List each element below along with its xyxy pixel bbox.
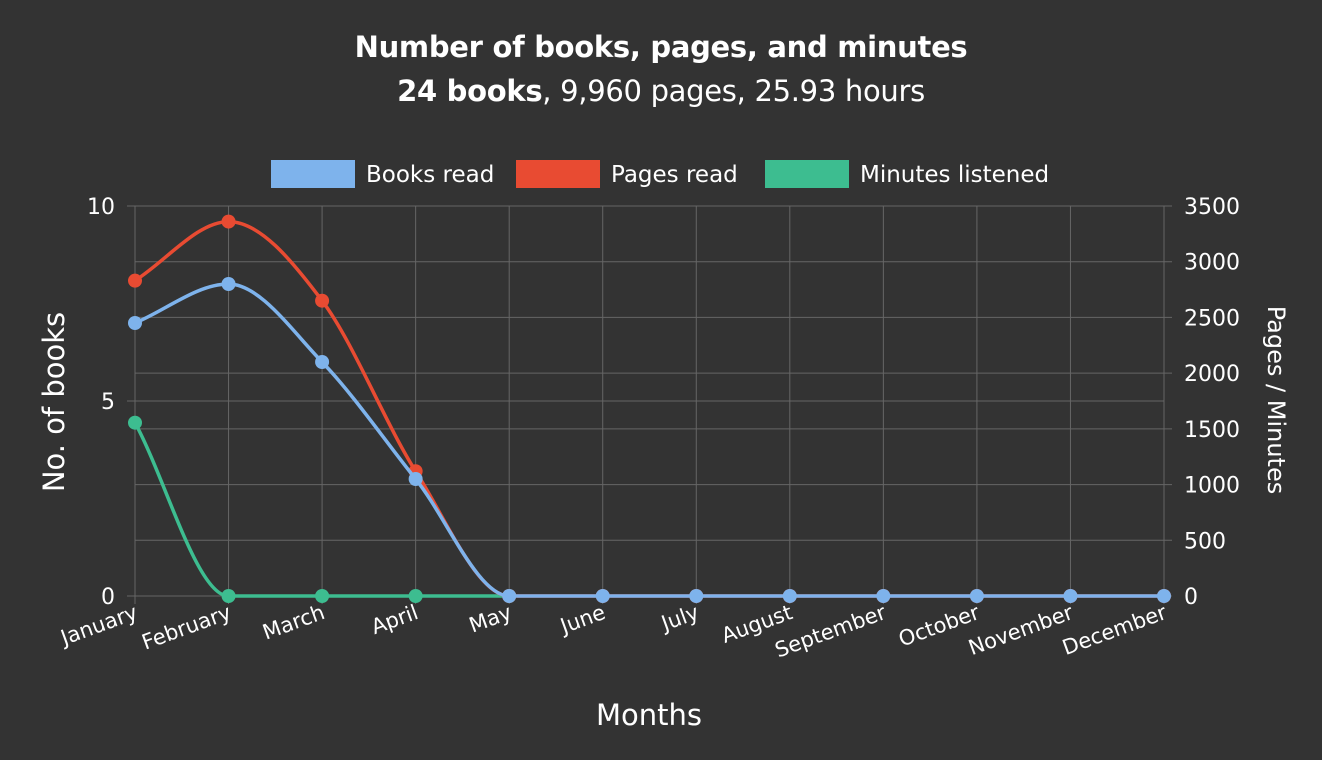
y-right-tick-label: 500 bbox=[1184, 529, 1226, 554]
x-tick-label: July bbox=[656, 600, 702, 636]
y-right-tick-label: 2000 bbox=[1184, 362, 1240, 387]
y-right-tick-label: 1000 bbox=[1184, 474, 1240, 499]
x-tick-label: April bbox=[368, 600, 421, 639]
y-axis-right-title: Pages / Minutes bbox=[1262, 306, 1290, 494]
series-line-books-read bbox=[134, 282, 1164, 598]
legend-swatch bbox=[765, 160, 849, 188]
legend-item-pages-read: Pages read bbox=[516, 160, 738, 188]
data-point-books-read bbox=[408, 472, 423, 486]
series-pages-read bbox=[128, 214, 1171, 603]
data-point-books-read bbox=[221, 277, 236, 291]
data-point-pages-read bbox=[315, 293, 330, 308]
x-tick-label: December bbox=[1059, 600, 1170, 660]
data-point-books-read bbox=[1157, 589, 1171, 603]
legend-swatch bbox=[271, 160, 355, 188]
series-minutes-listened bbox=[128, 415, 517, 603]
legend-label: Books read bbox=[366, 162, 494, 188]
y-right-tick-label: 1500 bbox=[1184, 418, 1240, 443]
legend-item-minutes-listened: Minutes listened bbox=[765, 160, 1049, 188]
legend-swatch bbox=[516, 160, 600, 188]
legend-item-books-read: Books read bbox=[271, 160, 494, 188]
data-point-pages-read bbox=[221, 214, 236, 229]
data-point-minutes-listened bbox=[221, 589, 236, 603]
data-point-books-read bbox=[876, 589, 891, 603]
x-tick-label: January bbox=[56, 600, 141, 650]
x-tick-label: March bbox=[259, 600, 327, 644]
chart-subtitle: 24 books, 9,960 pages, 25.93 hours bbox=[0, 74, 1322, 108]
x-tick-label: June bbox=[555, 600, 608, 639]
legend-label: Minutes listened bbox=[860, 162, 1049, 188]
data-point-books-read bbox=[595, 589, 610, 603]
subtitle-books: 24 books bbox=[397, 74, 543, 108]
data-point-books-read bbox=[969, 589, 984, 603]
y-left-tick-label: 5 bbox=[101, 390, 115, 415]
y-right-tick-label: 0 bbox=[1184, 585, 1198, 610]
title-block: Number of books, pages, and minutes 24 b… bbox=[0, 30, 1322, 108]
data-point-books-read bbox=[1063, 589, 1078, 603]
grid-layer bbox=[127, 205, 1172, 604]
series-line-minutes-listened bbox=[133, 421, 510, 598]
data-point-minutes-listened bbox=[315, 589, 330, 603]
x-axis-title: Months bbox=[596, 698, 702, 732]
legend-label: Pages read bbox=[611, 162, 738, 188]
x-tick-label: May bbox=[466, 600, 515, 637]
y-axis-left-title: No. of books bbox=[37, 312, 71, 492]
x-tick-label: February bbox=[139, 600, 235, 654]
y-left-tick-label: 0 bbox=[101, 585, 115, 610]
data-point-minutes-listened bbox=[408, 589, 423, 603]
data-point-books-read bbox=[315, 355, 330, 369]
legend: Books read Pages read Minutes listened bbox=[271, 160, 1049, 188]
data-point-books-read bbox=[689, 589, 704, 603]
series-layer bbox=[128, 214, 1171, 603]
subtitle-rest: , 9,960 pages, 25.93 hours bbox=[542, 74, 925, 108]
series-books-read bbox=[128, 277, 1171, 603]
y-left-tick-label: 10 bbox=[87, 195, 115, 220]
y-right-tick-label: 3000 bbox=[1184, 251, 1240, 276]
data-point-books-read bbox=[128, 316, 142, 330]
data-point-books-read bbox=[782, 589, 797, 603]
x-tick-label: November bbox=[965, 600, 1076, 660]
chart-title: Number of books, pages, and minutes bbox=[354, 30, 968, 64]
data-point-minutes-listened bbox=[128, 415, 142, 430]
data-point-pages-read bbox=[128, 273, 142, 288]
y-right-tick-label: 3500 bbox=[1184, 195, 1240, 220]
y-right-tick-label: 2500 bbox=[1184, 306, 1240, 331]
data-point-books-read bbox=[502, 589, 517, 603]
